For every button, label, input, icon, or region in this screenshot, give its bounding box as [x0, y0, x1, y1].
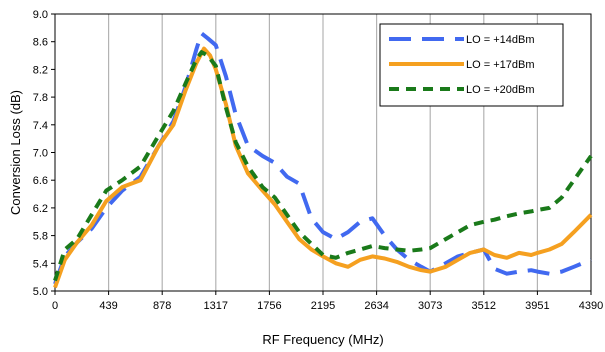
series-line-2 — [53, 46, 593, 289]
x-axis-ticks: 0 439 878 1317 1756 2195 2634 3073 3512 3951 4390 — [52, 291, 603, 312]
x-tick-label: 0 — [52, 300, 58, 312]
y-axis-ticks: 5.0 5.4 5.8 6.2 6.6 7.0 7.4 7.8 8.2 8.6 9.0 — [33, 9, 55, 298]
x-tick-label: 3512 — [472, 300, 496, 312]
legend-items: LO = +14dBm LO = +17dBm LO = +20dBm — [389, 34, 535, 96]
y-tick-label: 7.8 — [33, 92, 48, 104]
y-tick-label: 8.6 — [33, 37, 48, 49]
y-axis-title: Conversion Loss (dB) — [8, 90, 23, 215]
x-tick-label: 439 — [99, 300, 117, 312]
y-tick-label: 7.4 — [33, 120, 48, 132]
series-lines — [53, 31, 593, 289]
x-tick-label: 3951 — [525, 300, 549, 312]
x-tick-label: 1317 — [204, 300, 228, 312]
y-tick-label: 8.2 — [33, 64, 48, 76]
legend: LO = +14dBm LO = +17dBm LO = +20dBm — [379, 23, 564, 107]
series-line-3 — [53, 50, 593, 282]
x-tick-label: 2195 — [311, 300, 335, 312]
x-axis-title: RF Frequency (MHz) — [262, 332, 383, 347]
y-tick-label: 5.0 — [33, 286, 48, 298]
y-tick-label: 5.4 — [33, 258, 48, 270]
y-tick-label: 9.0 — [33, 9, 48, 21]
x-tick-label: 3073 — [418, 300, 442, 312]
y-tick-label: 6.2 — [33, 203, 48, 215]
y-tick-label: 6.6 — [33, 175, 48, 187]
y-tick-label: 7.0 — [33, 148, 48, 160]
legend-label-1: LO = +14dBm — [466, 34, 535, 46]
x-tick-label: 1756 — [257, 300, 281, 312]
x-tick-label: 878 — [153, 300, 171, 312]
x-tick-label: 4390 — [579, 300, 603, 312]
y-tick-label: 5.8 — [33, 231, 48, 243]
x-tick-label: 2634 — [364, 300, 388, 312]
legend-label-3: LO = +20dBm — [466, 84, 535, 96]
legend-label-2: LO = +17dBm — [466, 59, 535, 71]
